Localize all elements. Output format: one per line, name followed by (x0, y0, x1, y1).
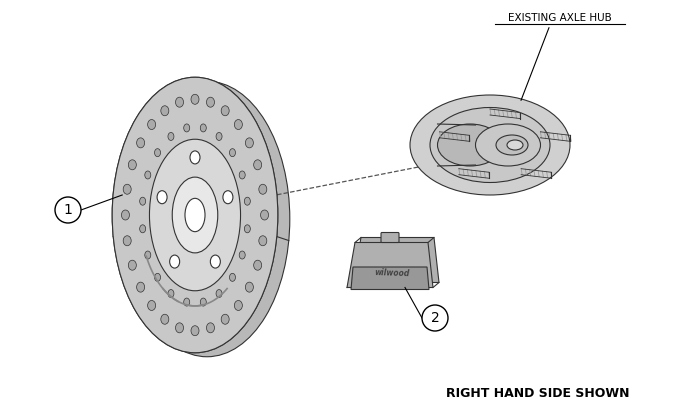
Ellipse shape (140, 225, 146, 233)
Ellipse shape (176, 323, 183, 333)
Ellipse shape (216, 289, 222, 298)
Ellipse shape (438, 124, 503, 166)
Ellipse shape (246, 138, 253, 148)
Ellipse shape (253, 260, 262, 270)
FancyBboxPatch shape (381, 233, 399, 243)
Ellipse shape (246, 282, 253, 292)
Text: EXISTING AXLE HUB: EXISTING AXLE HUB (508, 13, 612, 23)
Ellipse shape (155, 149, 160, 157)
Ellipse shape (176, 97, 183, 107)
Ellipse shape (221, 106, 229, 116)
Ellipse shape (123, 184, 131, 194)
Ellipse shape (191, 94, 199, 104)
Ellipse shape (128, 260, 136, 270)
Ellipse shape (128, 160, 136, 170)
Ellipse shape (136, 282, 145, 292)
Ellipse shape (259, 236, 267, 246)
Ellipse shape (259, 184, 267, 194)
Ellipse shape (200, 298, 206, 306)
Ellipse shape (430, 108, 550, 183)
Ellipse shape (230, 149, 235, 157)
Ellipse shape (140, 197, 146, 205)
Ellipse shape (216, 133, 222, 141)
Ellipse shape (206, 97, 214, 107)
Ellipse shape (161, 314, 169, 324)
Ellipse shape (496, 135, 528, 155)
Ellipse shape (150, 139, 241, 291)
Ellipse shape (230, 273, 235, 281)
Ellipse shape (234, 120, 242, 130)
Ellipse shape (123, 236, 131, 246)
Text: 2: 2 (430, 311, 440, 325)
Ellipse shape (161, 106, 169, 116)
Ellipse shape (112, 77, 278, 353)
Ellipse shape (190, 151, 200, 164)
Ellipse shape (183, 298, 190, 306)
Polygon shape (347, 243, 433, 287)
Ellipse shape (223, 191, 233, 204)
Ellipse shape (200, 124, 206, 132)
Ellipse shape (507, 140, 523, 150)
Ellipse shape (244, 225, 251, 233)
Ellipse shape (410, 95, 570, 195)
Circle shape (55, 197, 81, 223)
Ellipse shape (210, 255, 220, 268)
Ellipse shape (124, 81, 290, 357)
Ellipse shape (239, 251, 245, 259)
Ellipse shape (191, 326, 199, 336)
Ellipse shape (244, 197, 251, 205)
Ellipse shape (157, 191, 167, 204)
Ellipse shape (206, 323, 214, 333)
Polygon shape (351, 267, 429, 289)
Ellipse shape (260, 210, 269, 220)
Ellipse shape (234, 301, 242, 311)
Ellipse shape (148, 120, 155, 130)
Circle shape (422, 305, 448, 331)
Ellipse shape (239, 171, 245, 179)
Text: RIGHT HAND SIDE SHOWN: RIGHT HAND SIDE SHOWN (447, 387, 630, 400)
Ellipse shape (253, 160, 262, 170)
Ellipse shape (121, 210, 130, 220)
Polygon shape (353, 238, 439, 282)
Ellipse shape (185, 198, 205, 232)
Ellipse shape (168, 289, 174, 298)
Ellipse shape (169, 255, 180, 268)
Ellipse shape (168, 133, 174, 141)
Ellipse shape (112, 77, 278, 353)
Ellipse shape (183, 124, 190, 132)
Ellipse shape (221, 314, 229, 324)
Ellipse shape (155, 273, 160, 281)
Ellipse shape (475, 124, 540, 166)
Ellipse shape (172, 177, 218, 253)
Ellipse shape (148, 301, 155, 311)
Ellipse shape (145, 251, 150, 259)
Text: wilwood: wilwood (374, 268, 409, 278)
Ellipse shape (136, 138, 145, 148)
Text: 1: 1 (64, 203, 72, 217)
Ellipse shape (145, 171, 150, 179)
